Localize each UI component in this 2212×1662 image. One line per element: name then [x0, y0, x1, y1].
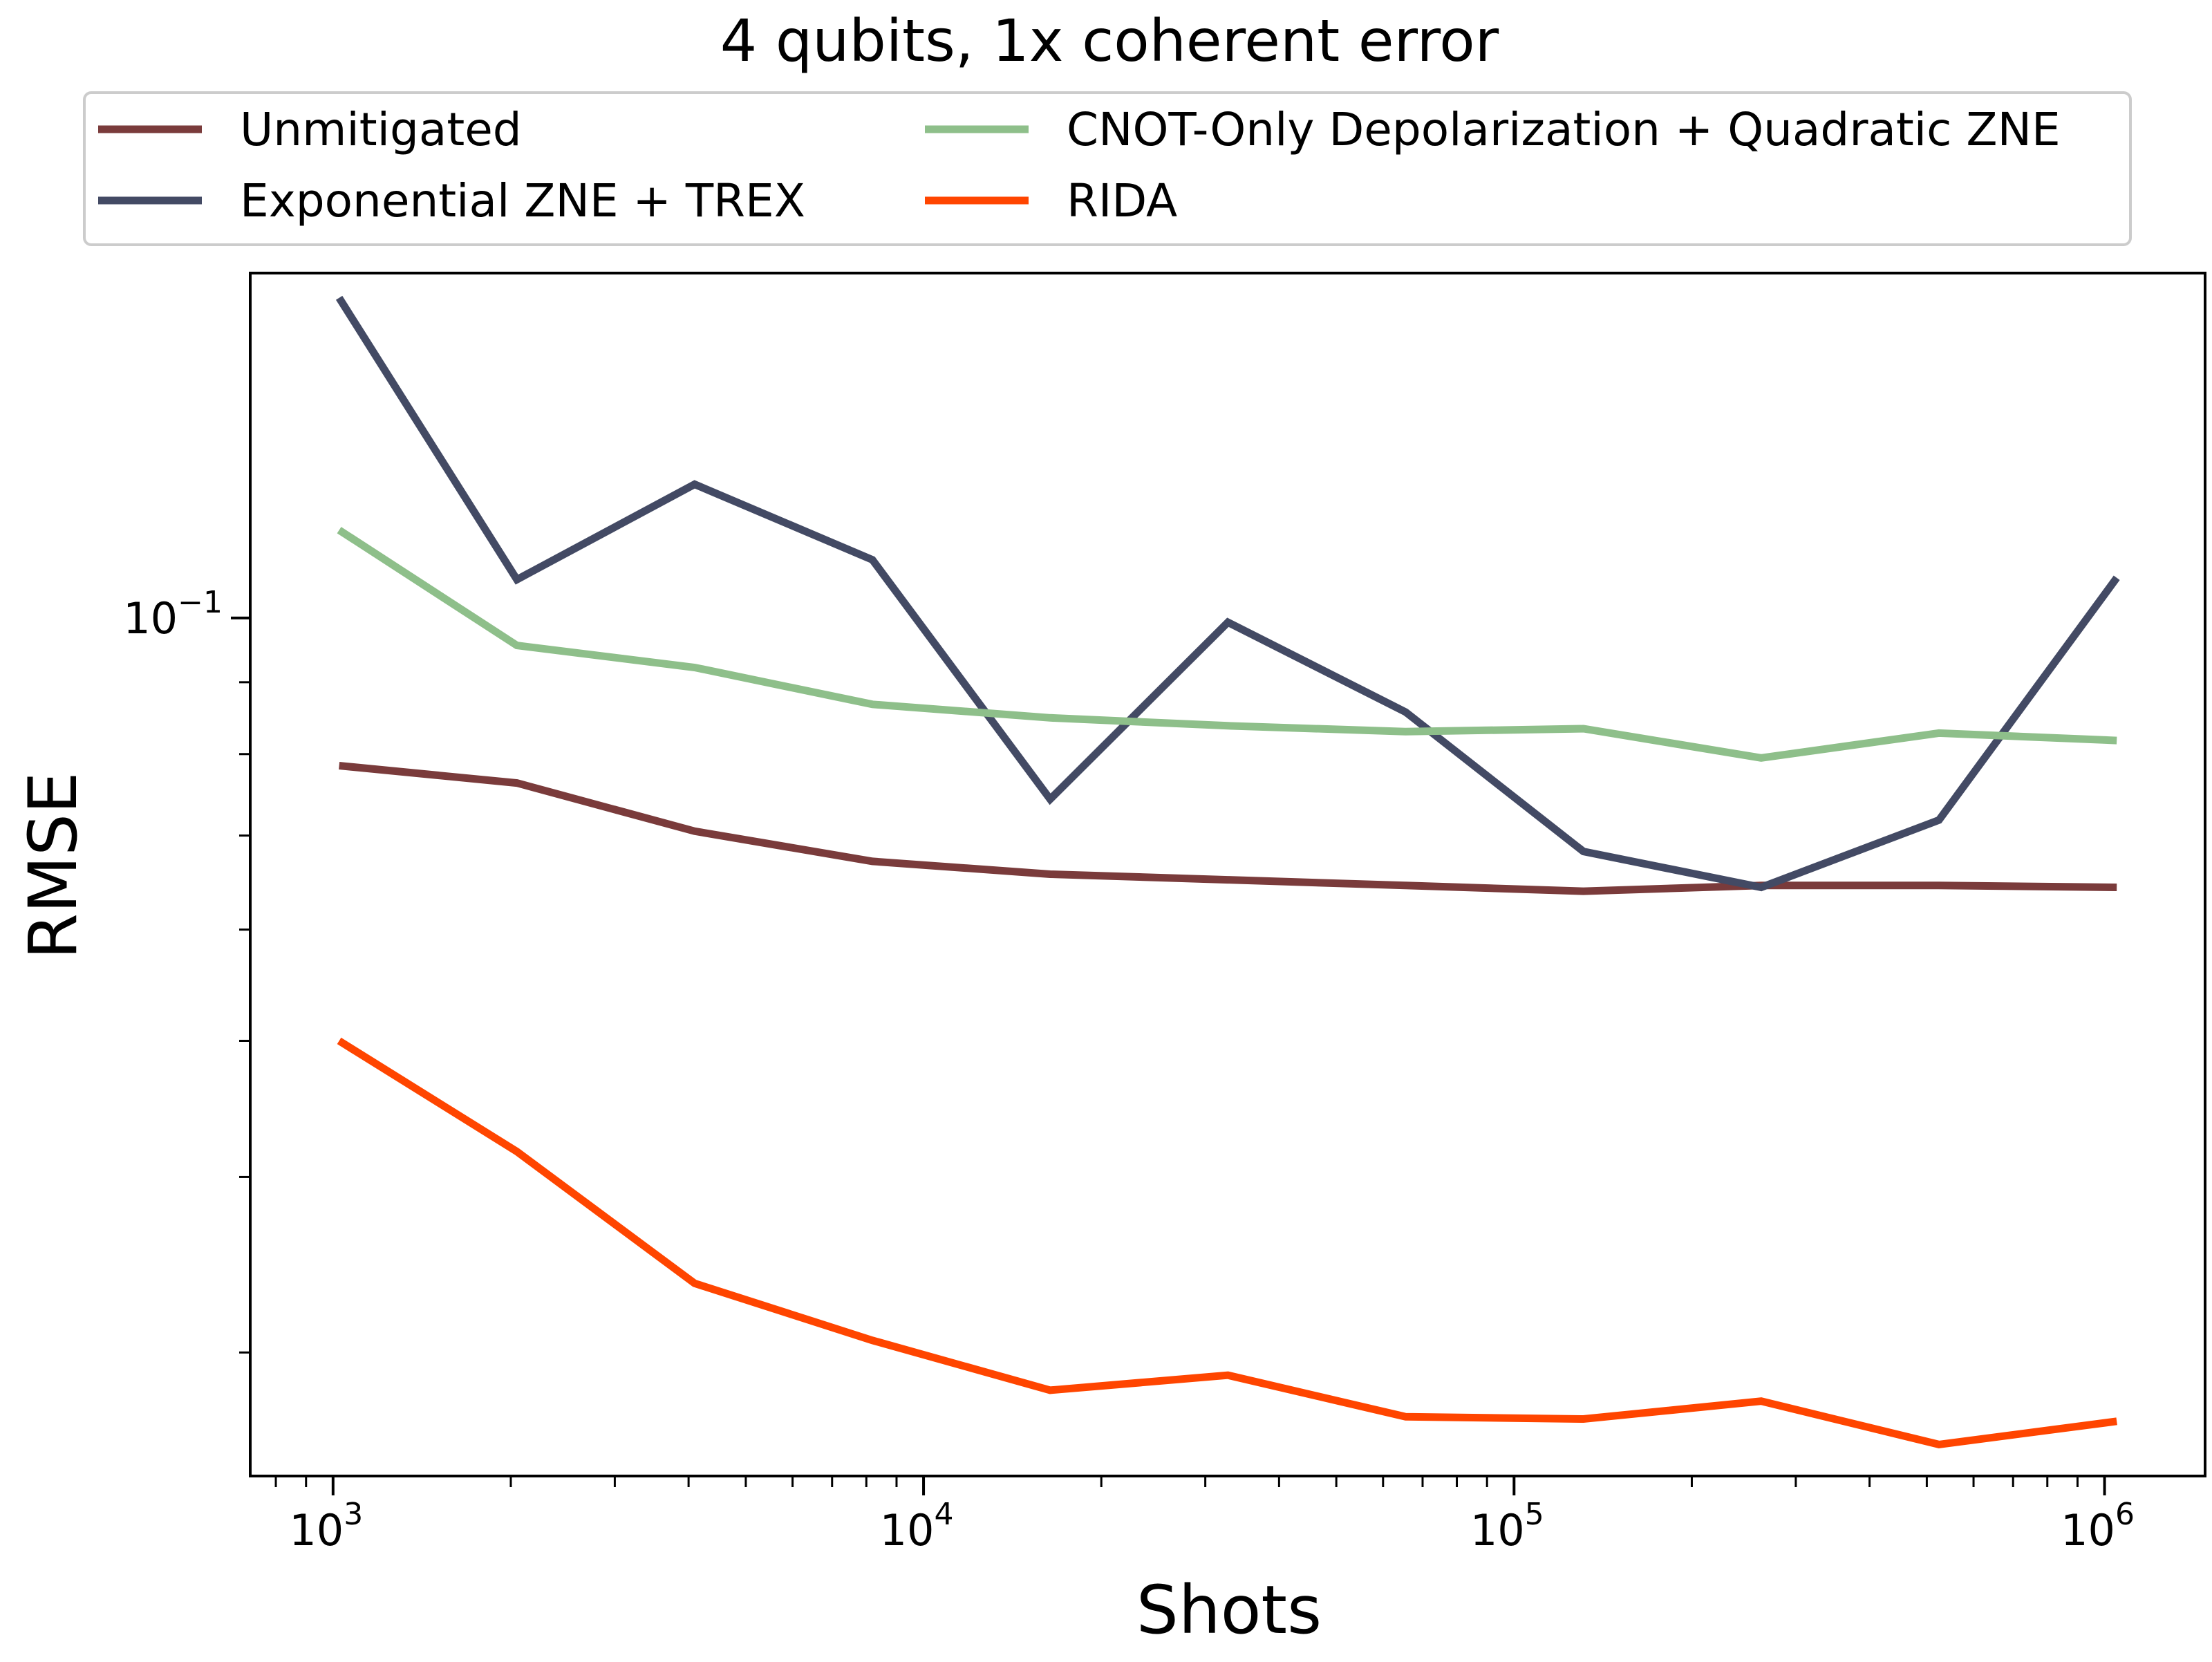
legend-label-2: Exponential ZNE + TREX — [240, 174, 805, 227]
series-line-2 — [335, 295, 2120, 892]
legend-label-1: Unmitigated — [240, 103, 522, 156]
x-tick-label: 103 — [289, 1497, 363, 1556]
y-tick-label: 10−1 — [123, 585, 223, 644]
plot-area: 103 104 105 106 10−1 — [123, 272, 2206, 1556]
x-tick-label: 106 — [2061, 1497, 2135, 1556]
axes-frame — [249, 272, 2206, 1477]
series-line-3 — [337, 527, 2117, 762]
series-line-4 — [337, 1037, 2117, 1448]
legend-label-4: RIDA — [1067, 174, 1177, 227]
x-tick-label: 105 — [1470, 1497, 1544, 1556]
legend-frame — [83, 91, 2132, 246]
legend: Unmitigated Exponential ZNE + TREX CNOT-On… — [83, 91, 2132, 246]
chart-title: 4 qubits, 1x coherent error — [720, 7, 1499, 75]
x-tick-label: 104 — [880, 1497, 954, 1556]
legend-label-3: CNOT-Only Depolarization + Quadratic ZNE — [1067, 103, 2061, 156]
series-line-1 — [339, 762, 2117, 895]
x-axis-label: Shots — [1136, 1571, 1322, 1649]
y-axis-label: RMSE — [15, 772, 92, 959]
